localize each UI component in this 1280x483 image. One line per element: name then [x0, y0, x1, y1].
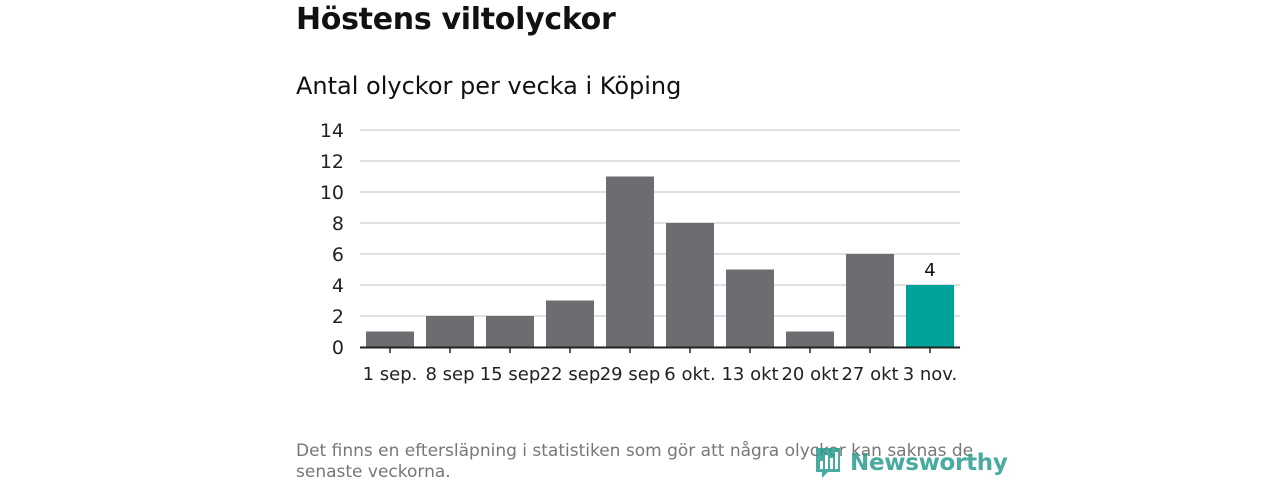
bar	[726, 269, 774, 347]
y-tick-label: 12	[320, 151, 344, 173]
bar	[846, 254, 894, 347]
x-tick-label: 15 sep	[480, 364, 541, 385]
y-tick-label: 4	[332, 275, 344, 297]
x-tick-label: 29 sep	[600, 364, 661, 385]
y-tick-label: 14	[320, 120, 344, 142]
x-tick-label: 8 sep	[425, 364, 474, 385]
newsworthy-logo-icon	[816, 448, 840, 478]
footnote: Det finns en eftersläpning i statistiken…	[296, 441, 974, 482]
bar	[906, 285, 954, 347]
x-tick-label: 13 okt	[721, 364, 778, 385]
x-tick-label: 1 sep.	[363, 364, 418, 385]
bar	[666, 223, 714, 347]
chart-subtitle: Antal olyckor per vecka i Köping	[296, 72, 682, 100]
bar	[366, 331, 414, 347]
bar	[426, 316, 474, 347]
x-tick-label: 6 okt.	[664, 364, 715, 385]
bar-chart: 0 2 4 6 8 10 12 14 1 sep. 8 sep 15 sep 22 sep 29 sep…	[320, 120, 960, 385]
x-tick-label: 22 sep	[540, 364, 601, 385]
y-tick-label: 6	[332, 244, 344, 266]
bar	[546, 300, 594, 347]
data-label: 4	[924, 260, 935, 281]
y-tick-label: 10	[320, 182, 344, 204]
bar	[486, 316, 534, 347]
bar	[786, 331, 834, 347]
y-tick-label: 0	[332, 337, 344, 359]
x-tick-label: 20 okt	[781, 364, 838, 385]
bar	[606, 176, 654, 347]
x-tick-label: 3 nov.	[903, 364, 958, 385]
newsworthy-logo-text: Newsworthy	[850, 450, 1008, 476]
x-tick-label: 27 okt	[841, 364, 898, 385]
chart-title: Höstens viltolyckor	[296, 2, 616, 37]
newsworthy-logo: Newsworthy	[814, 446, 1008, 480]
y-tick-label: 2	[332, 306, 344, 328]
y-tick-label: 8	[332, 213, 344, 235]
